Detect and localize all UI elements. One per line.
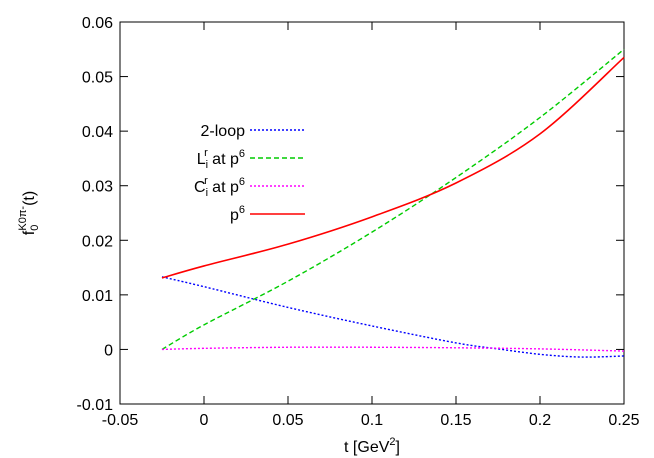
y-tick-label: -0.01 xyxy=(77,397,114,414)
y-tick-label: 0.05 xyxy=(82,70,113,87)
x-tick-label: 0.1 xyxy=(361,412,383,429)
x-tick-label: 0.15 xyxy=(440,412,471,429)
x-tick-label: 0 xyxy=(200,412,209,429)
x-tick-label: -0.05 xyxy=(102,412,139,429)
y-tick-label: 0.04 xyxy=(82,124,113,141)
legend-label-2-loop: 2-loop xyxy=(201,123,246,140)
y-tick-label: 0.06 xyxy=(82,15,113,32)
axis-tick-labels: -0.05 0 0.05 0.1 0.15 0.2 0.25 -0.01 0 0.01 0.02 0.… xyxy=(77,15,640,429)
series-line-lir-at-p6 xyxy=(161,48,625,351)
x-tick-label: 0.05 xyxy=(272,412,303,429)
x-axis-title: t [GeV2] xyxy=(344,436,400,456)
legend-label-p6: p6 xyxy=(230,204,245,224)
y-tick-label: 0.03 xyxy=(82,179,113,196)
series-line-p6 xyxy=(161,56,625,279)
x-tick-label: 0.2 xyxy=(529,412,551,429)
legend-label-cir-at-p6: Cir at p6 xyxy=(194,175,245,199)
legend: 2-loop Lir at p6 Cir at p6 p6 xyxy=(194,123,305,224)
y-tick-label: 0.01 xyxy=(82,288,113,305)
series-line-cir-at-p6 xyxy=(161,346,625,352)
y-tick-label: 0 xyxy=(104,342,113,359)
series-line-2-loop xyxy=(161,276,625,358)
y-axis-title: f0K0π-(t) xyxy=(17,191,41,235)
legend-label-lir-at-p6: Lir at p6 xyxy=(197,147,245,171)
axis-ticks xyxy=(119,21,625,405)
plot-frame xyxy=(119,21,625,405)
y-tick-label: 0.02 xyxy=(82,233,113,250)
series-layer xyxy=(161,48,625,358)
x-tick-label: 0.25 xyxy=(608,412,639,429)
